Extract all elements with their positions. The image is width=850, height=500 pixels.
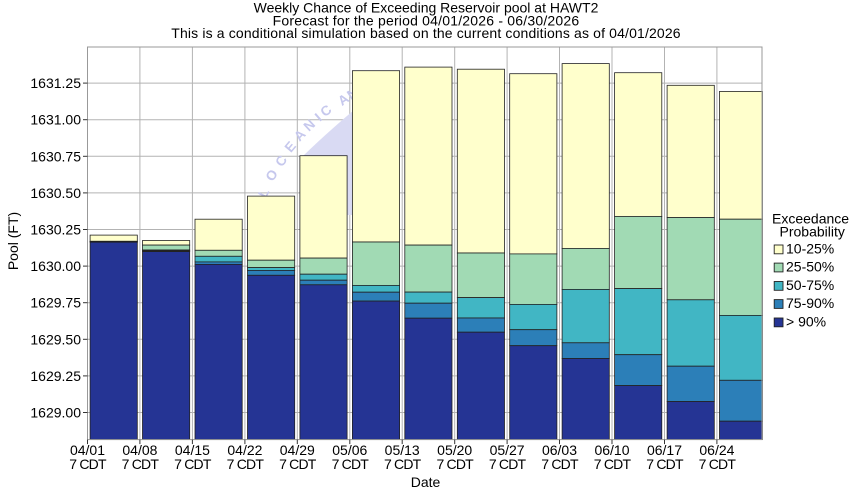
- svg-text:1629.50: 1629.50: [30, 331, 81, 347]
- svg-text:7 CDT: 7 CDT: [384, 456, 422, 472]
- svg-text:Probability: Probability: [780, 224, 845, 240]
- svg-text:04/15: 04/15: [175, 442, 210, 458]
- svg-text:7 CDT: 7 CDT: [436, 456, 474, 472]
- svg-text:05/20: 05/20: [437, 442, 472, 458]
- svg-text:7 CDT: 7 CDT: [332, 456, 370, 472]
- svg-text:1629.25: 1629.25: [30, 368, 81, 384]
- svg-text:Weekly Chance of Exceeding Res: Weekly Chance of Exceeding Reservoir poo…: [254, 0, 599, 16]
- svg-text:7 CDT: 7 CDT: [541, 456, 579, 472]
- svg-text:04/29: 04/29: [280, 442, 315, 458]
- svg-text:04/08: 04/08: [122, 442, 157, 458]
- svg-text:06/24: 06/24: [699, 442, 734, 458]
- svg-text:7 CDT: 7 CDT: [279, 456, 317, 472]
- svg-text:05/06: 05/06: [332, 442, 367, 458]
- svg-text:1630.75: 1630.75: [30, 148, 81, 164]
- svg-text:Exceedance: Exceedance: [772, 211, 849, 227]
- svg-text:7 CDT: 7 CDT: [699, 456, 737, 472]
- svg-text:7 CDT: 7 CDT: [489, 456, 527, 472]
- svg-text:7 CDT: 7 CDT: [227, 456, 265, 472]
- svg-text:05/27: 05/27: [490, 442, 525, 458]
- svg-text:1631.00: 1631.00: [30, 112, 81, 128]
- svg-text:7 CDT: 7 CDT: [646, 456, 684, 472]
- svg-text:1630.00: 1630.00: [30, 258, 81, 274]
- svg-text:7 CDT: 7 CDT: [122, 456, 160, 472]
- svg-text:06/17: 06/17: [647, 442, 682, 458]
- svg-text:1629.75: 1629.75: [30, 295, 81, 311]
- svg-text:> 90%: > 90%: [786, 314, 826, 330]
- svg-text:7 CDT: 7 CDT: [594, 456, 632, 472]
- svg-text:7 CDT: 7 CDT: [174, 456, 212, 472]
- svg-text:Date: Date: [411, 474, 441, 490]
- svg-text:04/22: 04/22: [227, 442, 262, 458]
- svg-text:7 CDT: 7 CDT: [69, 456, 107, 472]
- svg-text:50-75%: 50-75%: [786, 277, 834, 293]
- svg-text:06/10: 06/10: [594, 442, 629, 458]
- svg-text:1631.25: 1631.25: [30, 75, 81, 91]
- svg-text:06/03: 06/03: [542, 442, 577, 458]
- svg-text:05/13: 05/13: [385, 442, 420, 458]
- svg-text:25-50%: 25-50%: [786, 259, 834, 275]
- svg-text:75-90%: 75-90%: [786, 295, 834, 311]
- svg-text:04/01: 04/01: [70, 442, 105, 458]
- svg-text:1630.25: 1630.25: [30, 222, 81, 238]
- svg-text:1630.50: 1630.50: [30, 185, 81, 201]
- svg-text:10-25%: 10-25%: [786, 241, 834, 257]
- svg-text:1629.00: 1629.00: [30, 405, 81, 421]
- svg-text:Pool (FT): Pool (FT): [5, 212, 21, 270]
- svg-text:This is a conditional simulati: This is a conditional simulation based o…: [171, 25, 681, 41]
- svg-text:Forecast for the period 04/01/: Forecast for the period 04/01/2026 - 06/…: [273, 12, 580, 28]
